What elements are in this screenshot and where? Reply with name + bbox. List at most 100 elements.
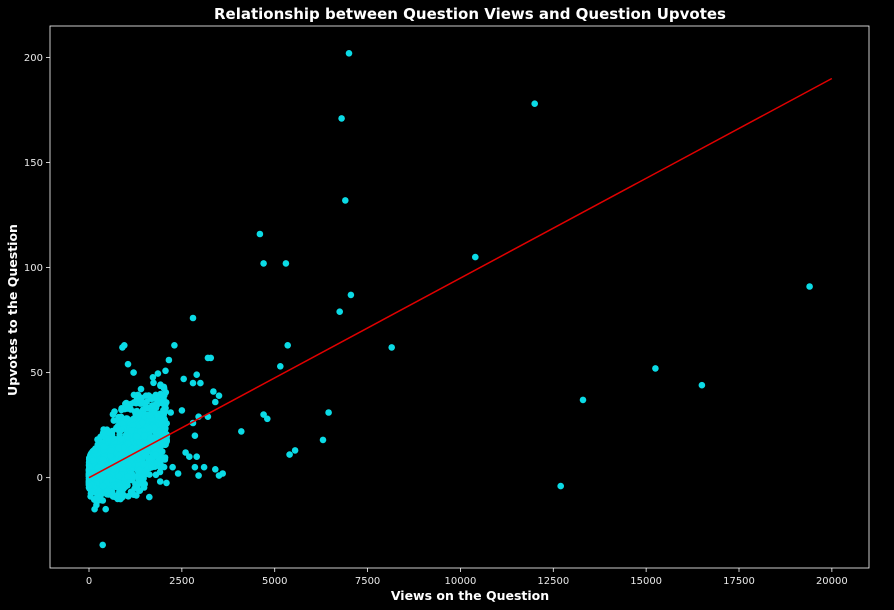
cluster-point [140,460,147,468]
cluster-point [105,428,112,436]
cluster-point [157,414,165,422]
cluster-point [149,374,157,381]
cluster-point [100,443,108,450]
cluster-point [115,444,122,452]
cluster-point [128,427,135,434]
cluster-point [154,370,162,377]
cluster-point [143,398,150,406]
data-point [169,463,176,471]
cluster-point [143,404,151,412]
cluster-point [136,410,143,418]
cluster-point [141,440,149,447]
cluster-point [85,482,93,489]
cluster-point [124,433,131,441]
cluster-point [163,479,170,487]
data-point [557,482,564,490]
data-point [284,342,292,349]
cluster-point [148,464,155,471]
data-point [193,453,200,461]
cluster-point [147,435,154,443]
cluster-point [115,426,122,434]
cluster-point [135,466,143,474]
data-point [215,392,223,400]
y-tick-label: 0 [37,473,43,484]
cluster-point [99,429,107,437]
cluster-point [99,456,107,463]
cluster-point [109,411,117,418]
cluster-point [133,433,141,441]
data-point [200,463,208,471]
cluster-point [152,394,160,401]
data-point [260,260,267,267]
cluster-point [146,455,154,462]
data-point [282,260,290,267]
data-point [171,342,178,349]
data-point [99,541,106,549]
cluster-point [161,408,169,415]
cluster-point [90,457,97,464]
cluster-point [107,447,115,454]
cluster-point [106,452,114,459]
y-tick-label: 150 [24,158,43,169]
data-point [291,447,299,454]
data-point [174,470,182,477]
cluster-point [115,473,123,480]
cluster-point [99,482,107,490]
data-point [180,375,187,383]
cluster-point [150,379,157,387]
regression-layer [88,77,833,479]
x-tick-label: 20000 [816,576,848,587]
cluster-point [141,432,148,440]
cluster-point [152,441,160,449]
data-point [91,505,98,513]
data-point [531,100,538,107]
data-point [652,365,659,372]
cluster-point [157,390,164,398]
x-tick-label: 12500 [537,576,569,587]
data-point [256,230,264,238]
cluster-point [156,427,163,435]
y-ticks: 0 50 100 150 200 [24,53,50,484]
regression-line [88,77,833,479]
data-point [130,369,137,376]
data-point [338,115,345,122]
x-tick-label: 5000 [262,576,287,587]
cluster-point [99,472,107,480]
data-point [145,392,152,400]
cluster-point [116,482,124,490]
data-point [212,398,219,406]
cluster-point [162,367,169,375]
cluster-point [157,461,164,468]
data-point [178,407,186,414]
data-point [109,493,117,500]
cluster-point [156,478,164,485]
cluster-point [91,496,98,504]
y-axis-title: Upvotes to the Question [5,224,20,396]
chart-title: Relationship between Question Views and … [214,5,726,23]
data-point [152,400,160,408]
data-point [212,466,219,473]
cluster-point [129,415,137,423]
cluster-point [136,439,143,446]
cluster-point [110,417,118,424]
x-tick-label: 7500 [355,576,380,587]
cluster-point [161,401,169,408]
data-point [197,379,204,387]
cluster-point [145,425,153,432]
cluster-point [94,464,102,472]
data-point [167,409,174,416]
data-point [388,344,396,351]
cluster-point [135,486,143,494]
data-point [698,381,706,389]
x-tick-label: 10000 [445,576,477,587]
cluster-point [146,412,154,419]
x-tick-label: 2500 [169,576,194,587]
y-tick-label: 100 [24,263,43,274]
data-point [121,342,128,349]
data-point [119,491,126,498]
data-point [336,308,344,316]
cluster-point [102,488,110,496]
data-point [189,314,197,322]
data-point [102,505,109,513]
